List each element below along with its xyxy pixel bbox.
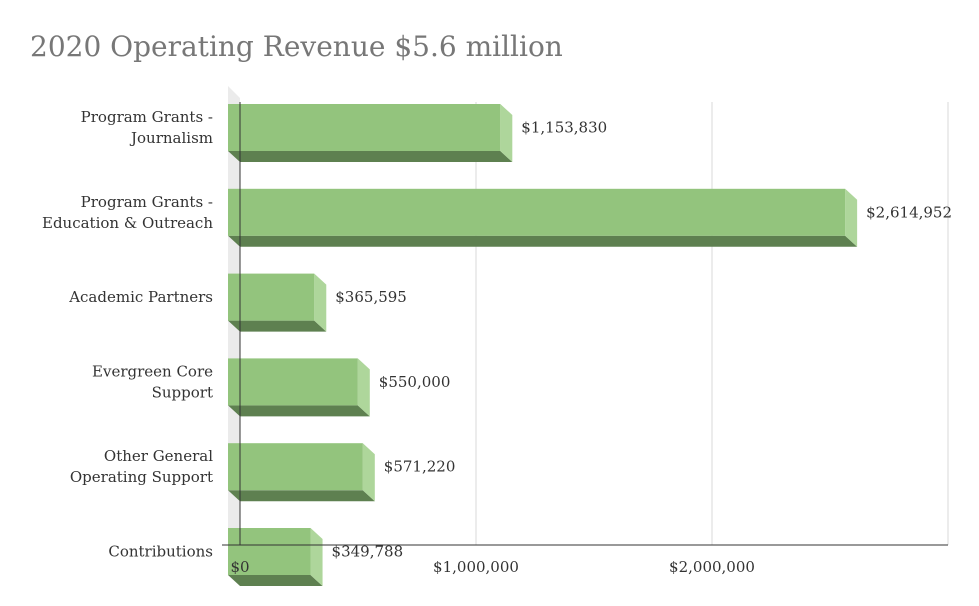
data-label: $571,220 <box>384 458 456 476</box>
axes <box>222 102 948 546</box>
bar-bottom-face <box>228 320 327 332</box>
bar-side-face <box>357 358 370 417</box>
category-labels: Program Grants - Journalism Program Grants… <box>42 108 213 561</box>
data-labels: $1,153,830 $2,614,952 $365,595 $550,000 $571… <box>332 119 952 561</box>
category-label: Journalism <box>129 129 213 147</box>
bar-side-face <box>500 104 513 162</box>
bar <box>228 528 311 575</box>
category-label: Contributions <box>108 543 213 561</box>
chart-title: 2020 Operating Revenue $5.6 million <box>30 30 563 63</box>
bar <box>228 443 363 491</box>
data-label: $1,153,830 <box>521 119 607 137</box>
gridlines <box>475 102 949 545</box>
bar-side-face <box>314 273 327 332</box>
bars <box>228 104 858 586</box>
bar-side-face <box>310 528 323 586</box>
category-label: Program Grants - <box>81 193 213 211</box>
x-tick-label: $0 <box>230 558 249 576</box>
category-label: Operating Support <box>70 468 213 486</box>
bar-side-face <box>362 443 375 502</box>
data-label: $349,788 <box>332 543 404 561</box>
category-label: Other General <box>104 447 213 465</box>
category-label: Program Grants - <box>81 108 213 126</box>
category-label: Evergreen Core <box>92 362 213 380</box>
data-label: $2,614,952 <box>866 203 952 221</box>
x-axis-tick-labels: $0 $1,000,000 $2,000,000 <box>230 558 754 576</box>
bar-bottom-face <box>228 151 513 162</box>
data-label: $365,595 <box>335 288 407 306</box>
category-label: Academic Partners <box>68 288 213 306</box>
category-label: Education & Outreach <box>42 214 213 232</box>
bar-side-face <box>845 188 858 247</box>
bar-bottom-face <box>228 490 375 502</box>
x-tick-label: $2,000,000 <box>669 558 755 576</box>
bar <box>228 273 315 321</box>
bar <box>228 104 501 151</box>
category-label: Support <box>152 383 213 401</box>
data-label: $550,000 <box>379 373 451 391</box>
bar-bottom-face <box>228 235 858 247</box>
bar-bottom-face <box>228 575 323 586</box>
bar <box>228 358 358 406</box>
x-tick-label: $1,000,000 <box>433 558 519 576</box>
bar-bottom-face <box>228 405 370 417</box>
bar <box>228 188 846 236</box>
